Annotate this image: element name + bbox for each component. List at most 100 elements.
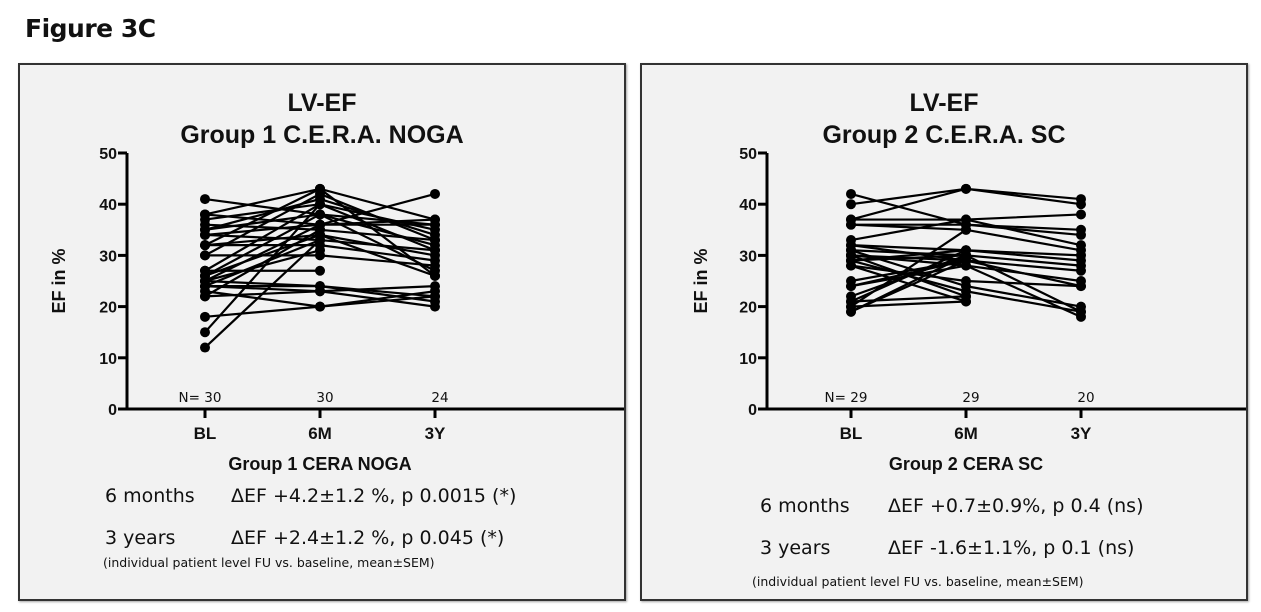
y-tick-label: 50	[99, 146, 117, 163]
stats-label: 3 years	[760, 537, 831, 559]
y-tick-label: 0	[108, 402, 117, 419]
data-point	[961, 250, 971, 261]
data-point	[430, 245, 440, 256]
data-point	[961, 183, 971, 194]
data-point	[961, 276, 971, 286]
data-point	[846, 260, 856, 271]
y-tick-label: 0	[748, 402, 757, 419]
x-tick-label: 6M	[954, 424, 978, 443]
y-tick-label: 50	[739, 146, 757, 163]
data-point	[315, 301, 325, 312]
y-tick-label: 40	[99, 197, 117, 214]
data-point	[846, 306, 856, 317]
stats-value: ΔEF +0.7±0.9%, p 0.4 (ns)	[888, 495, 1144, 517]
data-point	[1076, 209, 1086, 220]
data-point	[200, 342, 210, 353]
chart-group1: 0 10 20 30 40 50 BL N= 30 6M 30 3Y 24 Group 1 CERA N…	[49, 146, 624, 474]
patient-line	[204, 203, 321, 333]
data-point	[961, 224, 971, 235]
n-count-label: 20	[1077, 390, 1094, 406]
y-tick-label: 30	[739, 248, 757, 265]
data-point	[1076, 265, 1086, 276]
patient-line	[850, 254, 967, 262]
y-tick-label: 20	[739, 300, 757, 317]
y-axis-title: EF in %	[49, 248, 69, 313]
data-point	[200, 250, 210, 261]
figure-title: Figure 3C	[25, 14, 156, 43]
x-axis-title: Group 2 CERA SC	[889, 454, 1043, 474]
data-point	[315, 265, 325, 276]
patient-line	[204, 249, 321, 283]
data-point	[430, 301, 440, 312]
data-point	[315, 224, 325, 235]
data-point	[961, 296, 971, 307]
panel-group2: LV-EF Group 2 C.E.R.A. SC 0 10 20 30 40 50 BL N…	[640, 63, 1248, 601]
data-point	[1076, 250, 1086, 261]
data-point	[315, 235, 325, 246]
data-point	[200, 327, 210, 338]
series-points	[200, 183, 440, 353]
stats-label: 3 years	[105, 527, 176, 549]
data-point	[846, 188, 856, 199]
patient-line	[204, 239, 321, 349]
n-count-label: 29	[962, 390, 979, 406]
data-point	[200, 229, 210, 240]
n-count-label: N= 29	[825, 390, 868, 406]
data-point	[315, 209, 325, 220]
footnote: (individual patient level FU vs. baselin…	[752, 574, 1084, 589]
data-point	[315, 188, 325, 199]
y-tick-label: 10	[739, 351, 757, 368]
chart-title-line2: Group 2 C.E.R.A. SC	[822, 121, 1066, 149]
stats-value: ΔEF +4.2±1.2 %, p 0.0015 (*)	[231, 485, 517, 507]
patient-line	[850, 228, 967, 308]
data-point	[961, 214, 971, 225]
y-tick-label: 10	[99, 351, 117, 368]
data-point	[1076, 306, 1086, 317]
x-tick-label: 6M	[308, 424, 332, 443]
series-points	[846, 183, 1086, 322]
n-count-label: N= 30	[179, 390, 222, 406]
data-point	[315, 245, 325, 256]
data-point	[846, 281, 856, 292]
data-point	[315, 199, 325, 210]
patient-line	[850, 295, 967, 303]
y-tick-label: 30	[99, 248, 117, 265]
x-tick-label: 3Y	[425, 424, 446, 443]
stats-label: 6 months	[760, 495, 850, 517]
stats-value: ΔEF +2.4±1.2 %, p 0.045 (*)	[231, 527, 505, 549]
y-tick-label: 40	[739, 197, 757, 214]
chart-group2: 0 10 20 30 40 50 BL N= 29 6M 29 3Y 20 Group 2 CERA S…	[691, 146, 1246, 474]
stats-label: 6 months	[105, 485, 195, 507]
patient-line	[850, 300, 967, 308]
x-tick-label: 3Y	[1071, 424, 1092, 443]
data-point	[1076, 229, 1086, 240]
stats-value: ΔEF -1.6±1.1%, p 0.1 (ns)	[888, 537, 1135, 559]
data-point	[430, 188, 440, 199]
x-axis-title: Group 1 CERA NOGA	[228, 454, 411, 474]
data-point	[846, 219, 856, 230]
y-tick-label: 20	[99, 300, 117, 317]
panel-group1: LV-EF Group 1 C.E.R.A. NOGA 0 10 20 30 40 50 B…	[18, 63, 626, 601]
data-point	[200, 194, 210, 205]
n-count-label: 24	[431, 390, 448, 406]
data-point	[430, 235, 440, 246]
data-point	[200, 240, 210, 251]
n-count-label: 30	[316, 390, 333, 406]
data-point	[1076, 199, 1086, 210]
data-point	[430, 286, 440, 297]
y-axis-title: EF in %	[691, 248, 711, 313]
data-point	[1076, 281, 1086, 292]
data-point	[200, 311, 210, 322]
x-tick-label: BL	[194, 424, 217, 443]
patient-line	[204, 228, 321, 298]
x-tick-label: BL	[840, 424, 863, 443]
footnote: (individual patient level FU vs. baselin…	[103, 555, 435, 570]
data-point	[315, 286, 325, 297]
chart-title-line1: LV-EF	[287, 89, 357, 117]
data-point	[846, 199, 856, 210]
data-point	[430, 214, 440, 225]
data-point	[1076, 240, 1086, 251]
data-point	[430, 270, 440, 281]
chart-title-line1: LV-EF	[909, 89, 979, 117]
chart-title-line2: Group 1 C.E.R.A. NOGA	[180, 121, 464, 149]
